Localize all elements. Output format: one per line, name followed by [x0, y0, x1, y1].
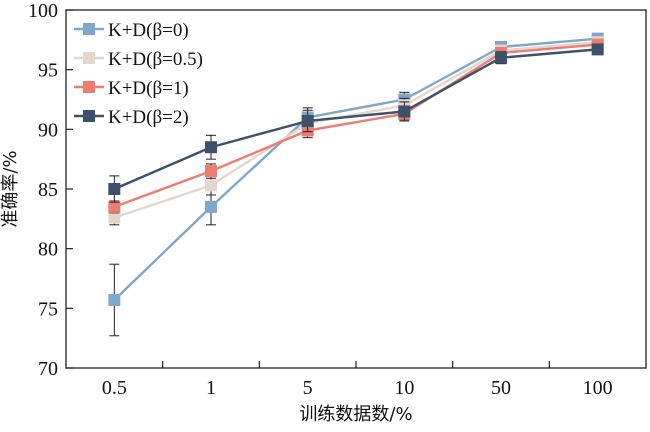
series-line: [113, 41, 598, 219]
series-layer: [108, 32, 604, 337]
x-tick-label: 1: [206, 377, 216, 399]
data-point: [205, 141, 217, 154]
x-tick-label: 100: [583, 377, 613, 399]
legend-marker: [83, 81, 95, 93]
x-tick-label: 10: [394, 377, 414, 399]
data-point: [205, 165, 217, 178]
y-tick-label: 100: [28, 0, 58, 22]
data-point: [205, 179, 217, 192]
data-point: [108, 200, 121, 213]
series-line: [113, 43, 598, 209]
x-tick-label: 0.5: [102, 377, 127, 399]
legend: K+D(β=0) K+D(β=0.5) K+D(β=1) K+D(β=2): [74, 20, 203, 128]
legend-label: K+D(β=0): [108, 20, 189, 41]
data-point: [301, 114, 314, 127]
series-line: [113, 48, 598, 191]
y-tick-label: 80: [38, 239, 58, 261]
data-point: [495, 51, 507, 64]
data-point: [398, 105, 411, 118]
x-tick-label: 50: [491, 377, 511, 399]
y-tick-label: 75: [38, 298, 58, 320]
legend-label: K+D(β=2): [108, 107, 189, 128]
y-axis-title: 准确率/%: [0, 150, 21, 227]
data-point: [108, 293, 121, 306]
legend-label: K+D(β=1): [108, 78, 189, 99]
data-point: [108, 211, 121, 224]
x-tick-label: 5: [303, 377, 313, 399]
series-3: [108, 43, 604, 203]
y-tick-label: 90: [38, 119, 58, 141]
y-tick-label: 95: [38, 60, 58, 82]
legend-marker: [83, 23, 95, 35]
legend-marker: [83, 110, 95, 122]
y-tick-label: 70: [38, 358, 58, 380]
data-point: [591, 43, 604, 56]
series-line: [113, 37, 598, 301]
legend-label: K+D(β=0.5): [108, 49, 203, 70]
x-axis-title: 训练数据数/%: [299, 404, 412, 425]
legend-marker: [83, 52, 95, 64]
x-axis: 0.5 1 5 10 50 100: [102, 361, 613, 399]
y-tick-label: 85: [38, 179, 58, 201]
data-point: [108, 183, 121, 195]
y-axis: 70 75 80 85 90 95 100: [28, 0, 73, 380]
data-point: [205, 200, 217, 213]
